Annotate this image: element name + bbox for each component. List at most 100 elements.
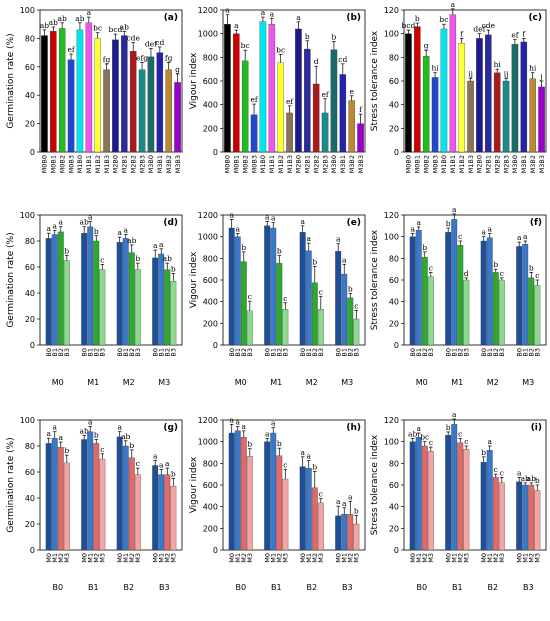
- panel-a-significance-letter: bc: [93, 24, 102, 33]
- panel-b-xtick-label: M1B2: [277, 155, 285, 173]
- panel-f-significance-letter: a: [452, 205, 457, 214]
- panel-b-xtick-label: M3B0: [330, 155, 338, 173]
- panel-e-ytick-label: 1000: [198, 233, 218, 242]
- panel-h-significance-letter: b: [354, 506, 359, 515]
- panel-c-significance-letter: hi: [494, 60, 502, 69]
- panel-g-group-label: B2: [123, 583, 134, 592]
- panel-b-ytick-label: 1200: [198, 6, 218, 15]
- panel-e-xtick-label: B0: [299, 348, 307, 357]
- panel-e-xtick-label: B2: [240, 348, 248, 357]
- panel-g-xtick-label: M2: [128, 553, 136, 563]
- panel-c-bar: [520, 41, 528, 153]
- panel-d-significance-letter: c: [100, 255, 104, 264]
- panel-f-significance-letter: b: [493, 260, 498, 269]
- panel-g-xtick-label: M3: [170, 553, 178, 563]
- panel-g-xtick-label: M3: [63, 553, 71, 563]
- panel-c-significance-letter: cde: [482, 21, 496, 30]
- panel-b-ytick-label: 200: [203, 124, 218, 133]
- panel-a-significance-letter: def: [145, 39, 158, 48]
- panel-i-significance-letter: c: [429, 438, 433, 447]
- panel-g-significance-letter: a: [165, 459, 170, 468]
- panel-e-significance-letter: a: [306, 234, 311, 243]
- panel-b-bar: [304, 48, 311, 153]
- panel-h-significance-letter: a: [348, 492, 353, 501]
- panel-i-ytick-label: 20: [389, 524, 399, 533]
- panel-h-xtick-label: M3: [282, 553, 290, 563]
- panel-c-ytick-label: 20: [389, 124, 399, 133]
- panel-d-significance-letter: ab: [80, 218, 89, 227]
- panel-f-significance-letter: c: [500, 269, 504, 278]
- panel-i-xtick-label: M2: [492, 553, 500, 563]
- panel-d-group-label: M2: [123, 378, 135, 387]
- panel-a-significance-letter: cd: [155, 38, 164, 47]
- panel-i-ytick-label: 120: [384, 416, 399, 425]
- panel-b-label: (b): [346, 13, 361, 23]
- panel-e-bar: [246, 310, 253, 346]
- panel-i-significance-letter: a: [416, 424, 421, 433]
- panel-i-bar: [486, 450, 493, 551]
- panel-b-bar: [224, 24, 231, 153]
- panel-f-xtick-label: B1: [415, 348, 423, 357]
- panel-c-xtick-label: M3B1: [520, 155, 528, 173]
- panel-d-xtick-label: B1: [86, 348, 94, 357]
- panel-b-significance-letter: b: [332, 32, 337, 41]
- panel-d-bar: [81, 233, 88, 346]
- panel-b-bar: [321, 112, 329, 153]
- panel-d-ytick-label: 60: [25, 263, 35, 272]
- panel-f-bar: [451, 219, 458, 346]
- panel-d-significance-letter: a: [123, 226, 128, 235]
- panel-h-significance-letter: b: [277, 439, 282, 448]
- panel-h-bar: [305, 468, 312, 551]
- panel-i-xtick-label: M3: [463, 553, 471, 563]
- panel-g-significance-letter: a: [59, 433, 64, 442]
- panel-c-ytick-label: 60: [389, 77, 399, 86]
- panel-a-bar: [138, 69, 146, 153]
- panel-c-bar: [493, 72, 501, 153]
- panel-e-bar: [264, 225, 271, 346]
- panel-a-xtick-label: M0B1: [50, 155, 58, 173]
- panel-a-bar: [129, 51, 137, 153]
- panel-i-group-label: B2: [487, 583, 498, 592]
- panel-h-significance-letter: b: [312, 462, 317, 471]
- panel-f-bar: [445, 232, 452, 346]
- panel-g-ylabel: Germination rate (%): [6, 437, 16, 532]
- panel-b-xtick-label: M1B0: [259, 155, 267, 173]
- panel-d-xtick-label: B3: [170, 348, 178, 357]
- panel-i-significance-letter: c: [464, 437, 468, 446]
- panel-h-bar: [353, 523, 360, 551]
- panel-g-significance-letter: b: [129, 441, 134, 450]
- panel-e-bar: [335, 251, 342, 346]
- panel-g-bar: [99, 458, 106, 551]
- panel-g-significance-letter: a: [159, 460, 164, 469]
- panel-h-significance-letter: a: [242, 422, 247, 431]
- panel-f-bar: [409, 236, 416, 346]
- panel-f-xtick-label: B0: [515, 348, 523, 357]
- panel-b-xtick-label: M0B0: [224, 155, 232, 173]
- panel-a-significance-letter: efg: [136, 54, 148, 63]
- panel-e-ytick-label: 800: [203, 254, 218, 263]
- panel-d-xtick-label: B2: [163, 348, 171, 357]
- panel-h-ytick-label: 0: [213, 546, 218, 555]
- panel-a-xtick-label: M1B3: [103, 155, 111, 173]
- panel-e-significance-letter: a: [300, 217, 305, 226]
- panel-g-significance-letter: b: [64, 446, 69, 455]
- panel-c-ytick-label: 100: [384, 30, 399, 39]
- panel-g-ytick-label: 20: [25, 520, 35, 529]
- panel-a-significance-letter: g: [175, 65, 180, 74]
- panel-h-ylabel: Vigour index: [189, 456, 199, 513]
- panel-d-ytick-label: 0: [30, 341, 35, 350]
- panel-f-significance-letter: c: [429, 263, 433, 272]
- panel-c-bar: [422, 56, 430, 153]
- panel-f-xtick-label: B3: [463, 348, 471, 357]
- panel-h-ytick-label: 1000: [198, 438, 218, 447]
- panel-f-ytick-label: 20: [389, 319, 399, 328]
- panel-h-bar: [270, 432, 277, 551]
- panel-e-significance-letter: a: [342, 255, 347, 264]
- panel-c-xtick-label: M3B3: [538, 155, 546, 173]
- panel-h-ytick-label: 400: [203, 503, 218, 512]
- panel-f-xtick-label: B0: [409, 348, 417, 357]
- panel-g-ytick-label: 80: [25, 442, 35, 451]
- panel-a-xtick-label: M1B0: [76, 155, 84, 173]
- panel-i-xtick-label: M0: [444, 553, 452, 563]
- panel-c-significance-letter: f: [522, 29, 526, 38]
